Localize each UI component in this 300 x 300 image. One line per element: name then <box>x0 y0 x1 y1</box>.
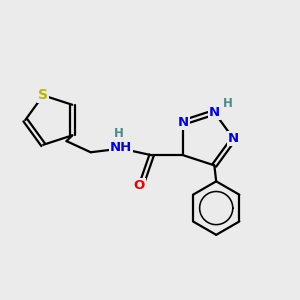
Text: N: N <box>178 116 189 129</box>
Text: S: S <box>38 88 48 102</box>
Text: NH: NH <box>110 141 132 154</box>
Text: H: H <box>222 97 232 110</box>
Text: H: H <box>114 127 124 140</box>
Text: N: N <box>209 106 220 119</box>
Text: N: N <box>228 132 239 146</box>
Text: O: O <box>134 179 145 192</box>
